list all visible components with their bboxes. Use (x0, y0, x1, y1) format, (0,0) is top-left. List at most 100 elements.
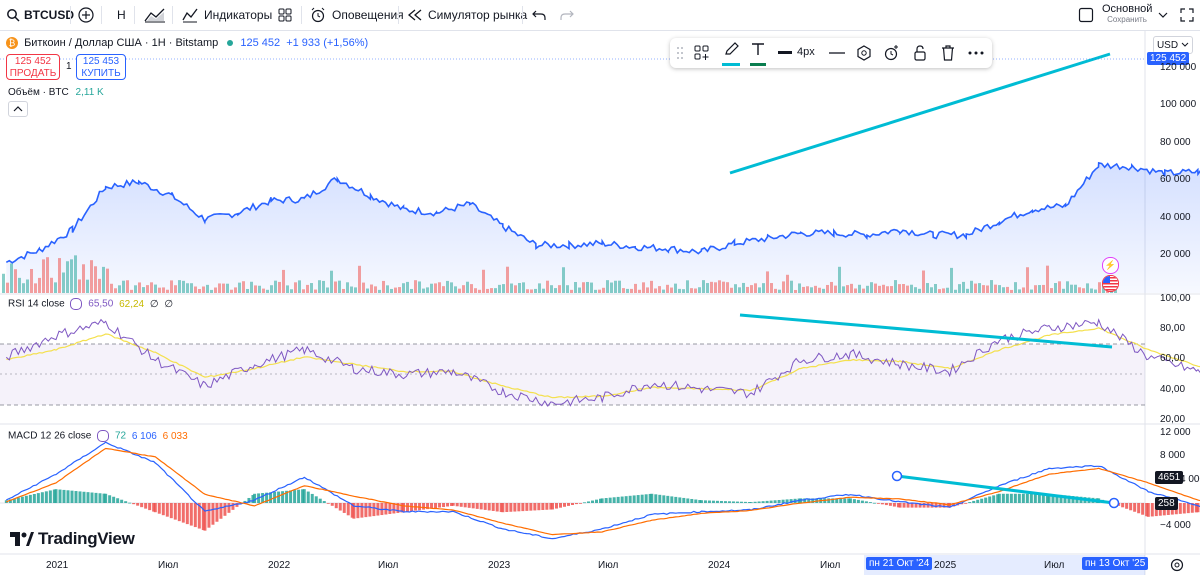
macd-hist-bar (177, 503, 181, 522)
text-color-button[interactable] (750, 42, 766, 66)
legend-collapse-button[interactable] (8, 101, 28, 117)
volume-bar (1058, 281, 1061, 293)
lock-icon[interactable] (912, 44, 928, 62)
settings-icon[interactable] (856, 45, 872, 61)
macd-hist-bar (549, 503, 553, 510)
macd-hist-bar (600, 498, 604, 503)
macd-hist-bar (297, 489, 301, 503)
line-style-icon[interactable] (828, 45, 846, 61)
line-width-button[interactable]: 4px (778, 46, 815, 58)
volume-bar (234, 287, 237, 293)
volume-bar (238, 282, 241, 293)
macd-hist-bar (616, 496, 620, 503)
chart-canvas[interactable] (0, 31, 1200, 575)
macd-hist-bar (1145, 503, 1149, 517)
price-line (5, 161, 1200, 264)
undo-button[interactable] (532, 0, 546, 30)
macd-hist-bar (446, 503, 450, 507)
layout-name-block[interactable]: Основной Сохранить (1102, 3, 1152, 24)
alert-add-icon[interactable] (884, 44, 900, 62)
macd-hist-bar (438, 503, 442, 508)
macd-trend-line[interactable] (896, 474, 1115, 505)
macd-tick: 12 000 (1160, 427, 1191, 438)
volume-bar (354, 287, 357, 293)
more-icon[interactable] (968, 50, 984, 56)
macd-hist-bar (658, 494, 662, 503)
trend-line-anchor[interactable] (1108, 497, 1120, 509)
volume-bar (1038, 285, 1041, 293)
volume-bar (250, 281, 253, 293)
indicators-button[interactable]: Индикаторы (182, 0, 272, 30)
market-status-dot[interactable] (227, 40, 234, 47)
redo-button[interactable] (560, 0, 574, 30)
rsi-trend-line[interactable] (739, 313, 1113, 349)
macd-hist-bar (487, 503, 491, 511)
trash-icon[interactable] (940, 44, 956, 62)
indicator-source-icon (97, 430, 110, 442)
volume-bar (974, 283, 977, 293)
macd-pane[interactable] (0, 440, 1200, 540)
macd-hist-bar (1137, 503, 1141, 514)
trend-line-anchor[interactable] (891, 470, 903, 482)
macd-hist-bar (211, 503, 215, 525)
macd-hist-bar (215, 503, 219, 522)
macd-hist-bar (529, 503, 533, 511)
drag-handle-icon[interactable] (676, 46, 684, 60)
macd-hist-bar (314, 496, 318, 503)
axis-settings-icon[interactable] (1170, 558, 1184, 572)
symbol-search[interactable]: BTCUSD (6, 0, 74, 30)
macd-hist-bar (90, 492, 94, 503)
macd-hist-bar (640, 494, 644, 503)
add-template-icon[interactable] (694, 45, 710, 61)
macd-hist-bar (831, 498, 835, 503)
compare-button[interactable] (78, 0, 94, 30)
top-toolbar: BTCUSD H Индикаторы Оповещения Симулятор… (0, 0, 1200, 31)
volume-bar (290, 289, 293, 293)
volume-bar (1006, 286, 1009, 293)
chart-type-button[interactable] (144, 0, 166, 30)
price-trend-line[interactable] (729, 52, 1111, 175)
rsi-pane[interactable] (0, 313, 1200, 408)
volume-bar (586, 281, 589, 293)
volume-bar (494, 288, 497, 293)
macd-value: 6 106 (131, 430, 157, 442)
macd-hist-bar (102, 493, 106, 503)
price-pane[interactable] (0, 52, 1200, 293)
interval-button[interactable]: H (117, 0, 126, 30)
rsi-label[interactable]: RSI 14 close (8, 298, 65, 310)
price-change: +1 933 (+1,56%) (286, 37, 369, 49)
sell-button[interactable]: 125 452 ПРОДАТЬ (6, 54, 60, 80)
volume-bar (722, 281, 725, 293)
symbol-title[interactable]: Биткоин / Доллар США · 1H · Bitstamp (24, 37, 219, 49)
volume-bar (594, 289, 597, 293)
alerts-button[interactable]: Оповещения (310, 0, 404, 30)
volume-bar (854, 288, 857, 293)
fullscreen-button[interactable] (1180, 0, 1194, 30)
layout-button[interactable] (1078, 0, 1094, 30)
flag-icon[interactable] (1102, 275, 1119, 292)
time-tick: 2023 (488, 560, 511, 571)
volume-bar (386, 285, 389, 293)
macd-hist-bar (666, 495, 670, 503)
macd-hist-bar (839, 498, 843, 503)
macd-hist-bar (785, 499, 789, 503)
volume-bar (782, 281, 785, 293)
macd-hist-bar (551, 503, 554, 510)
macd-hist-bar (525, 503, 529, 511)
line-color-button[interactable] (722, 42, 740, 66)
volume-label[interactable]: Объём · BTC (8, 87, 69, 98)
volume-bar (762, 283, 765, 293)
replay-button[interactable]: Симулятор рынка (407, 0, 527, 30)
macd-hist-bar (144, 503, 148, 509)
macd-label[interactable]: MACD 12 26 close (8, 430, 92, 442)
symbol-label: BTCUSD (24, 8, 74, 22)
time-tick: Июл (158, 560, 179, 571)
tradingview-logo[interactable]: TradingView (10, 529, 135, 549)
layout-menu-button[interactable] (1158, 0, 1168, 30)
volume-bar (366, 288, 369, 293)
macd-hist-bar (98, 493, 102, 503)
buy-button[interactable]: 125 453 КУПИТЬ (76, 54, 126, 80)
templates-button[interactable] (277, 0, 293, 30)
lightning-icon[interactable]: ⚡ (1102, 257, 1119, 274)
macd-hist-bar (698, 500, 702, 503)
